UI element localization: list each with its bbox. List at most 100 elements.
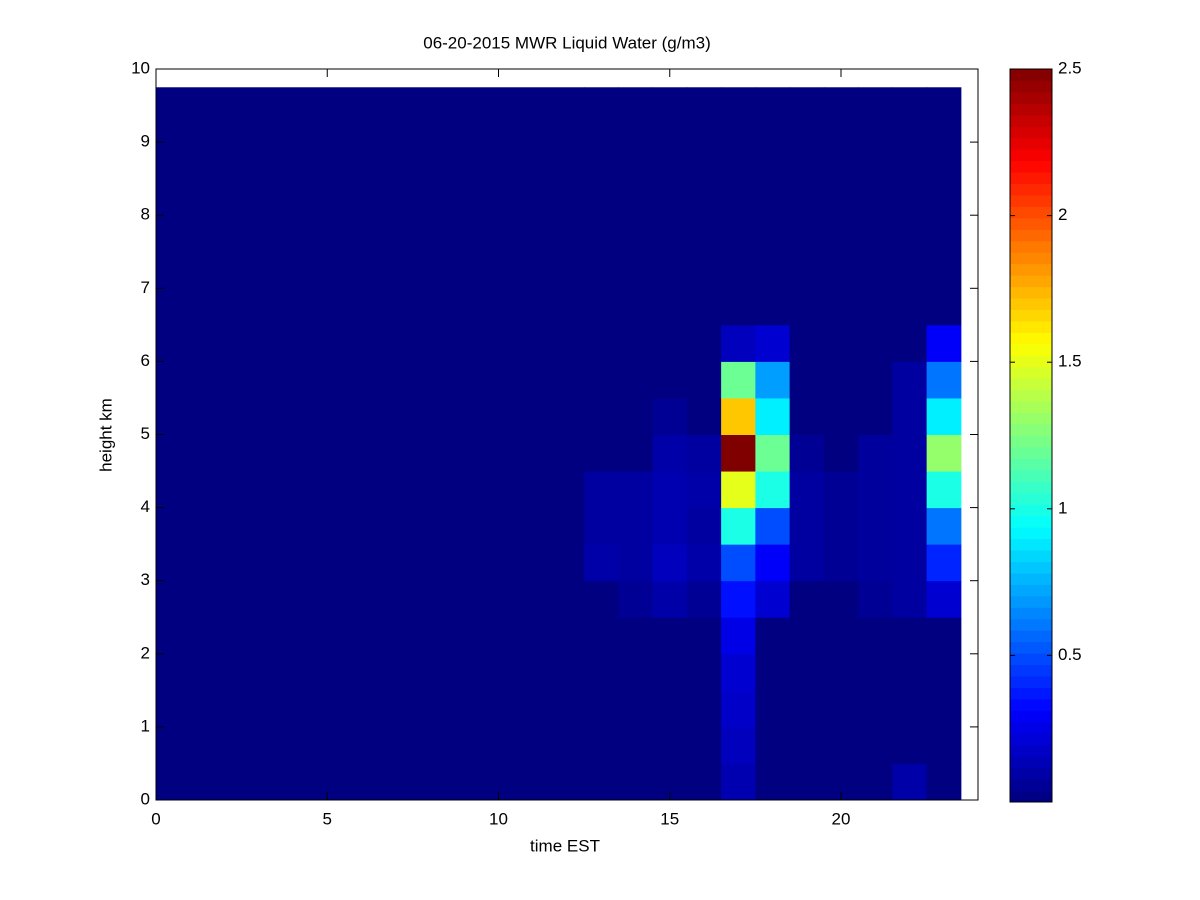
heatmap-cell	[584, 763, 619, 801]
colorbar-tick-label: 1	[1058, 498, 1067, 517]
heatmap-cell	[618, 690, 654, 728]
colorbar-swatch	[1010, 458, 1052, 471]
colorbar-swatch	[1010, 572, 1052, 585]
heatmap-cell	[721, 324, 756, 362]
heatmap-cell	[823, 251, 859, 289]
heatmap-cell	[584, 142, 619, 180]
heatmap-cell	[652, 653, 688, 691]
colorbar-swatch	[1010, 114, 1052, 127]
heatmap-cell	[789, 690, 825, 728]
heatmap-cell	[618, 507, 654, 545]
y-tick-label: 7	[141, 278, 150, 297]
heatmap-cell	[789, 471, 825, 509]
heatmap-cell	[652, 507, 688, 545]
heatmap-cell	[156, 178, 585, 216]
heatmap-cell	[652, 288, 688, 326]
heatmap-cell	[156, 434, 585, 472]
heatmap-cell	[892, 361, 928, 399]
heatmap-cell	[686, 361, 722, 399]
heatmap-cell	[823, 142, 859, 180]
heatmap-cell	[755, 324, 791, 362]
heatmap-cell	[926, 105, 962, 143]
heatmap-cell	[686, 471, 722, 509]
y-tick-label: 2	[141, 643, 150, 662]
heatmap-cell	[686, 105, 722, 143]
heatmap-cell	[858, 288, 893, 326]
heatmap-cell	[858, 690, 893, 728]
colorbar-swatch	[1010, 206, 1052, 219]
heatmap-cell	[652, 142, 688, 180]
heatmap-cell	[721, 105, 756, 143]
heatmap-cell	[618, 397, 654, 435]
colorbar-swatch	[1010, 515, 1052, 528]
heatmap-cell	[721, 361, 756, 399]
heatmap-cell	[156, 87, 585, 107]
colorbar-swatch	[1010, 435, 1052, 448]
colorbar-swatch	[1010, 481, 1052, 494]
heatmap-cell	[823, 215, 859, 253]
heatmap-cell	[926, 544, 962, 582]
heatmap-cell	[618, 617, 654, 655]
colorbar-swatch	[1010, 607, 1052, 620]
heatmap-cell	[721, 471, 756, 509]
colorbar-swatch	[1010, 91, 1052, 104]
heatmap-cell	[156, 580, 585, 618]
heatmap-cell	[652, 324, 688, 362]
heatmap-cell	[686, 324, 722, 362]
heatmap-cell	[926, 87, 962, 107]
heatmap-cell	[789, 105, 825, 143]
colorbar-swatch	[1010, 676, 1052, 688]
heatmap-cell	[823, 507, 859, 545]
heatmap-cell	[823, 690, 859, 728]
heatmap-cell	[156, 471, 585, 509]
heatmap-cell	[892, 105, 928, 143]
heatmap-cell	[926, 471, 962, 509]
heatmap-cell	[618, 215, 654, 253]
heatmap-cell	[652, 617, 688, 655]
heatmap-cell	[858, 142, 893, 180]
heatmap-cell	[926, 178, 962, 216]
heatmap-cell	[686, 763, 722, 801]
heatmap-cell	[721, 544, 756, 582]
colorbar-swatch	[1010, 103, 1052, 116]
heatmap-cell	[789, 178, 825, 216]
colorbar-swatch	[1010, 401, 1052, 414]
heatmap-cell	[789, 397, 825, 435]
heatmap-cell	[721, 617, 756, 655]
heatmap-cell	[789, 617, 825, 655]
heatmap-cell	[652, 215, 688, 253]
colorbar-swatch	[1010, 194, 1052, 207]
heatmap-cell	[755, 471, 791, 509]
y-axis-label: height km	[96, 398, 115, 472]
heatmap-cell	[823, 361, 859, 399]
heatmap-cell	[755, 507, 791, 545]
heatmap-cell	[584, 361, 619, 399]
heatmap-cell	[926, 726, 962, 764]
colorbar-swatch	[1010, 252, 1052, 265]
colorbar-swatch	[1010, 389, 1052, 402]
heatmap-cell	[156, 763, 585, 801]
heatmap-cell	[652, 690, 688, 728]
heatmap-cell	[858, 434, 893, 472]
heatmap-cell	[755, 653, 791, 691]
heatmap-cell	[926, 215, 962, 253]
heatmap-cell	[926, 251, 962, 289]
heatmap-cell	[156, 361, 585, 399]
heatmap-cell	[584, 87, 619, 107]
heatmap-cell	[755, 251, 791, 289]
heatmap-cell	[755, 580, 791, 618]
colorbar-swatch	[1010, 790, 1052, 803]
colorbar-swatch	[1010, 527, 1052, 540]
heatmap-cell	[892, 690, 928, 728]
heatmap-cell	[892, 471, 928, 509]
heatmap-cell	[858, 580, 893, 618]
colorbar-swatch	[1010, 309, 1052, 322]
colorbar-swatch	[1010, 698, 1052, 711]
heatmap-cell	[618, 324, 654, 362]
heatmap-cell	[858, 105, 893, 143]
colorbar-swatch	[1010, 172, 1052, 185]
colorbar-swatch	[1010, 355, 1052, 368]
heatmap-cell	[892, 142, 928, 180]
heatmap-cell	[858, 324, 893, 362]
colorbar-swatch	[1010, 343, 1052, 356]
